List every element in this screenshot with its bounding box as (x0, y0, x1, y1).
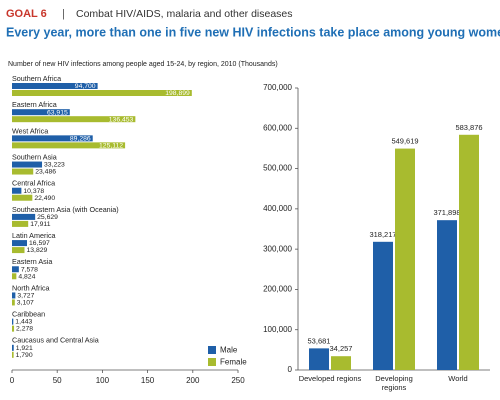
bar (12, 161, 43, 168)
value-label: 53,681 (308, 336, 331, 345)
y-tick-label: 200,000 (263, 285, 292, 294)
y-tick-label: 0 (288, 365, 293, 374)
legend-label: Female (220, 358, 247, 367)
value-label: 549,619 (391, 137, 418, 146)
bar (373, 241, 393, 370)
bar (12, 273, 17, 280)
bar (12, 90, 192, 96)
bar (12, 351, 14, 358)
x-tick-label: Developing regions (375, 374, 413, 392)
value-label: 25,629 (37, 214, 58, 221)
category-label: Caribbean (12, 310, 45, 319)
x-tick-label: Developed regions (298, 374, 362, 383)
value-label: 198,899 (165, 90, 190, 97)
x-tick-label: 250 (231, 376, 245, 385)
bar (12, 292, 16, 299)
bar (12, 116, 136, 123)
bar (12, 247, 25, 254)
y-tick-label: 400,000 (263, 204, 292, 213)
bar (437, 220, 457, 370)
value-label: 17,911 (30, 221, 51, 228)
value-label: 7,578 (21, 266, 38, 273)
chart-subtitle: Number of new HIV infections among peopl… (8, 61, 278, 68)
x-tick-label: World (448, 374, 468, 383)
value-label: 22,490 (34, 195, 55, 202)
bar (12, 213, 36, 220)
legend-swatch (208, 346, 216, 354)
y-tick-label: 600,000 (263, 123, 292, 132)
category-label: North Africa (12, 283, 50, 292)
bar (12, 325, 15, 332)
category-label-box: Developed regions (298, 374, 362, 383)
category-label: Caucasus and Central Asia (12, 336, 99, 345)
y-tick-label: 700,000 (263, 83, 292, 92)
bar (12, 109, 70, 116)
category-label: Eastern Africa (12, 100, 57, 109)
bar (395, 148, 415, 370)
category-label-box: Developing regions (375, 374, 413, 392)
value-label: 1,790 (16, 352, 33, 359)
bar (12, 83, 98, 89)
y-tick-label: 100,000 (263, 325, 292, 334)
bar (12, 299, 15, 306)
value-label: 1,443 (15, 319, 32, 326)
value-label: 3,107 (17, 300, 34, 307)
bar (12, 266, 19, 273)
legend-swatch (208, 358, 216, 366)
value-label: 94,700 (75, 83, 96, 90)
value-label: 89,286 (70, 135, 91, 142)
category-label: Southeastern Asia (with Oceania) (12, 205, 119, 214)
value-label: 371,898 (433, 208, 460, 217)
goal-topic: Combat HIV/AIDS, malaria and other disea… (76, 8, 293, 20)
value-label: 2,278 (16, 326, 33, 333)
value-label: 63,915 (47, 109, 68, 116)
value-label: 10,378 (23, 188, 44, 195)
bar (12, 318, 14, 325)
category-label: West Africa (12, 126, 48, 135)
value-label: 23,486 (35, 169, 56, 176)
category-label: Southern Africa (12, 74, 61, 83)
x-tick-label: 50 (53, 376, 62, 385)
value-label: 125,112 (99, 142, 123, 149)
category-label: Central Africa (12, 179, 55, 188)
value-label: 583,876 (455, 123, 482, 132)
value-label: 1,921 (16, 345, 33, 352)
bar (12, 240, 28, 247)
value-label: 13,829 (27, 247, 48, 254)
bar (12, 187, 22, 194)
value-label: 33,223 (44, 162, 65, 169)
category-label: Eastern Asia (12, 257, 52, 266)
bar (12, 194, 33, 201)
bar (331, 356, 351, 370)
x-tick-label: 150 (141, 376, 155, 385)
value-label: 16,597 (29, 240, 50, 247)
category-label: Southern Asia (12, 152, 57, 161)
x-tick-label: 100 (96, 376, 110, 385)
bar (309, 348, 329, 370)
bar (459, 134, 479, 370)
value-label: 34,257 (330, 344, 353, 353)
bar (12, 168, 34, 175)
x-tick-label: 0 (10, 376, 15, 385)
value-label: 136,453 (109, 116, 134, 123)
separator: | (62, 8, 65, 20)
category-label: Latin America (12, 231, 56, 240)
y-tick-label: 300,000 (263, 244, 292, 253)
x-tick-label: 200 (186, 376, 200, 385)
value-label: 3,727 (17, 293, 34, 300)
bar (12, 220, 29, 227)
goal-label: GOAL 6 (6, 8, 47, 20)
bar (12, 135, 93, 142)
legend-label: Male (220, 346, 238, 355)
bar (12, 142, 126, 149)
value-label: 318,217 (369, 230, 396, 239)
y-tick-label: 500,000 (263, 164, 292, 173)
value-label: 4,824 (18, 273, 35, 280)
page-title: Every year, more than one in five new HI… (6, 25, 500, 39)
bar (12, 344, 14, 351)
category-label-box: World (448, 374, 468, 383)
